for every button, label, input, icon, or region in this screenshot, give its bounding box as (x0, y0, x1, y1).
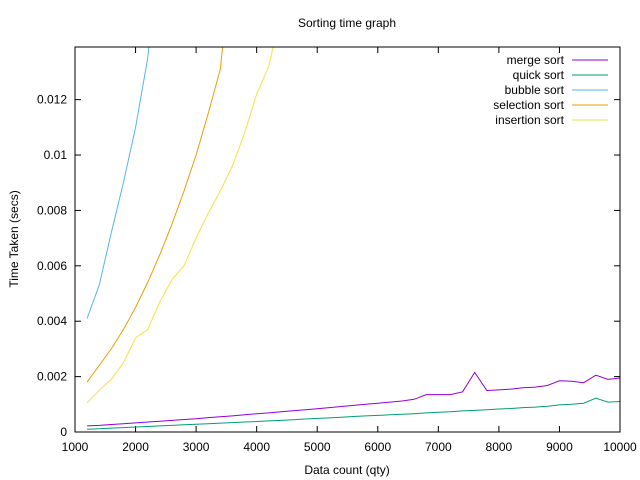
x-tick-label: 6000 (364, 440, 391, 454)
x-tick-label: 2000 (122, 440, 149, 454)
x-tick-label: 7000 (425, 440, 452, 454)
x-tick-label: 10000 (603, 440, 637, 454)
axis-ticks: 1000 2000 3000 4000 5000 6000 7000 8000 9000 1000… (37, 47, 637, 454)
x-tick-label: 8000 (486, 440, 513, 454)
y-tick-label: 0.002 (37, 370, 67, 384)
legend-label-bubble-sort: bubble sort (505, 83, 565, 97)
x-tick-label: 9000 (546, 440, 573, 454)
x-axis-label: Data count (qty) (304, 463, 389, 477)
x-tick-label: 3000 (183, 440, 210, 454)
series-line-selection-sort (86, 47, 224, 383)
x-tick-label: 1000 (62, 440, 89, 454)
series-line-quick-sort (87, 397, 620, 430)
legend-label-insertion-sort: insertion sort (495, 113, 564, 127)
series-line-bubble-sort (86, 47, 150, 319)
y-tick-label: 0.008 (37, 203, 67, 217)
x-tick-label: 5000 (304, 440, 331, 454)
chart-title: Sorting time graph (298, 16, 396, 30)
x-tick-label: 4000 (243, 440, 270, 454)
plot-frame (74, 46, 621, 433)
legend-label-merge-sort: merge sort (507, 53, 565, 67)
series-line-insertion-sort (86, 47, 274, 404)
y-tick-label: 0.012 (37, 93, 67, 107)
series-lines (86, 47, 620, 430)
y-tick-label: 0.01 (44, 148, 68, 162)
y-tick-label: 0.006 (37, 259, 67, 273)
y-tick-label: 0 (60, 425, 67, 439)
legend-label-selection-sort: selection sort (493, 98, 564, 112)
series-line-merge-sort (87, 371, 620, 427)
y-axis-label: Time Taken (secs) (7, 190, 21, 287)
y-tick-label: 0.004 (37, 314, 67, 328)
legend-label-quick-sort: quick sort (513, 68, 565, 82)
